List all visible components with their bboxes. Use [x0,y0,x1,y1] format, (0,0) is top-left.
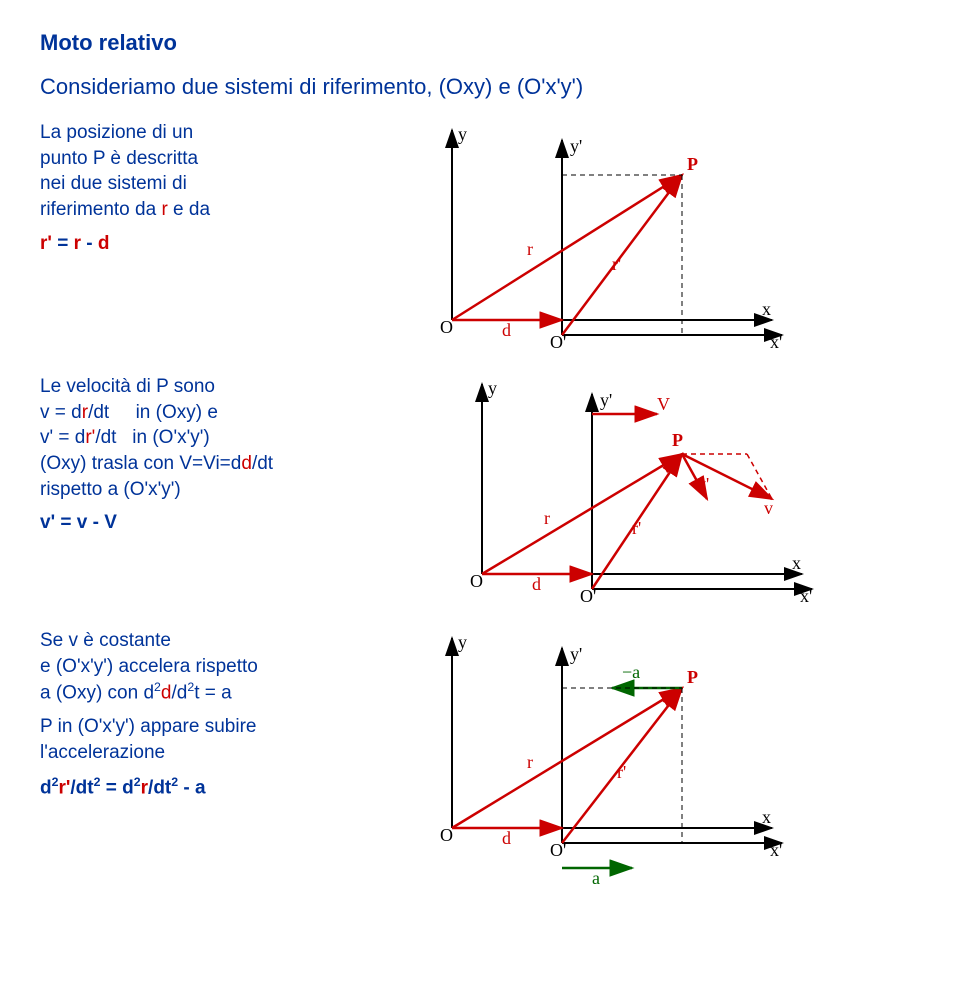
svg-text:O: O [440,825,453,845]
b1-eq-m2: - [81,233,98,254]
svg-text:y': y' [570,644,582,664]
svg-text:r': r' [617,762,626,782]
b3e-s3: 2 [134,775,141,789]
text-block-3: Se v è costante e (O'x'y') accelera risp… [40,628,390,809]
b2-l3e: /dt in (O'x'y') [95,427,209,448]
b2-l2a: v = d [40,402,82,423]
b2-l4a: (Oxy) trasla con V=Vi=d [40,453,241,474]
svg-text:O: O [470,571,483,591]
b2-l3r: r' [85,427,95,448]
b3-l3m: /d [172,683,188,704]
b3-l2: e (O'x'y') accelera rispetto [40,656,258,677]
svg-text:d: d [502,828,511,848]
svg-text:V: V [657,394,670,414]
b1-eq-r: r [74,233,81,254]
b2-eq: v' = v - V [40,510,420,536]
svg-text:O': O' [550,332,566,350]
b2-l4d: d [241,453,252,474]
b3e-a: d [40,777,52,798]
svg-text:x': x' [770,840,782,860]
row-2: Le velocità di P sono v = d r/dt in (Oxy)… [40,374,920,604]
svg-text:v': v' [697,474,709,494]
b3e-r2: r [141,777,148,798]
b2-l4e: /dt [252,453,273,474]
diagram-3: O O' P y y' x x' d r r' −a a [422,628,792,888]
b2-l1: Le velocità di P sono [40,376,215,397]
svg-text:x': x' [770,332,782,350]
b3e-end: - a [178,777,205,798]
svg-text:−a: −a [622,662,640,682]
b3-l3e: t = a [194,683,232,704]
svg-text:r: r [527,239,533,259]
b3e-s2: 2 [94,775,101,789]
svg-text:x: x [762,299,771,319]
text-block-1: La posizione di un punto P è descritta n… [40,120,390,264]
svg-text:O': O' [580,586,596,604]
text-block-2: Le velocità di P sono v = dr/dt in (Oxy)… [40,374,420,544]
page-title: Moto relativo [40,30,920,56]
b3-l3d: d [161,683,172,704]
svg-text:r': r' [632,518,641,538]
svg-text:x: x [762,807,771,827]
svg-text:v: v [764,498,773,518]
b3-l5: l'accelerazione [40,742,165,763]
b3-l1: Se v è costante [40,630,171,651]
svg-text:P: P [687,154,698,174]
b3e-m1: /dt [70,777,93,798]
b1-eq-d: d [98,233,110,254]
b2-l5: rispetto a (O'x'y') [40,479,181,500]
b3-s1: 2 [154,680,161,694]
b3-l3a: a (Oxy) con d [40,683,154,704]
b1-l3: nei due sistemi di [40,173,187,194]
b3-l4: P in (O'x'y') appare subire [40,716,256,737]
svg-text:r: r [527,752,533,772]
subtitle: Consideriamo due sistemi di riferimento,… [40,74,920,100]
svg-text:d: d [532,574,541,594]
b1-eq-mid: = [52,233,74,254]
b1-l1: La posizione di un [40,122,193,143]
svg-text:d: d [502,320,511,340]
svg-text:y': y' [570,136,582,156]
svg-text:x: x [792,553,801,573]
svg-text:r: r [544,508,550,528]
svg-text:y: y [458,632,467,652]
b1-l4a: riferimento da [40,199,161,220]
svg-text:y: y [458,124,467,144]
svg-text:y: y [488,378,497,398]
svg-text:x': x' [800,586,812,604]
svg-text:O: O [440,317,453,337]
b3e-r1: r' [58,777,70,798]
svg-text:P: P [687,667,698,687]
diagram-1: O O' P y y' x x' d r r' [422,120,792,350]
b2-l2e: /dt in (Oxy) e [88,402,218,423]
b3e-m2: /dt [148,777,171,798]
svg-text:P: P [672,430,683,450]
b3e-eq: = d [101,777,134,798]
b2-l3a: v' = d [40,427,85,448]
row-3: Se v è costante e (O'x'y') accelera risp… [40,628,920,888]
b1-l4b: e da [168,199,210,220]
svg-text:O': O' [550,840,566,860]
svg-text:y': y' [600,390,612,410]
row-1: La posizione di un punto P è descritta n… [40,120,920,350]
svg-text:a: a [592,868,600,888]
svg-text:r': r' [612,254,621,274]
b1-l2: punto P è descritta [40,148,198,169]
b1-eq-lhs: r' [40,233,52,254]
diagram-2: O O' P y y' x x' d r r' V v v' [452,374,822,604]
